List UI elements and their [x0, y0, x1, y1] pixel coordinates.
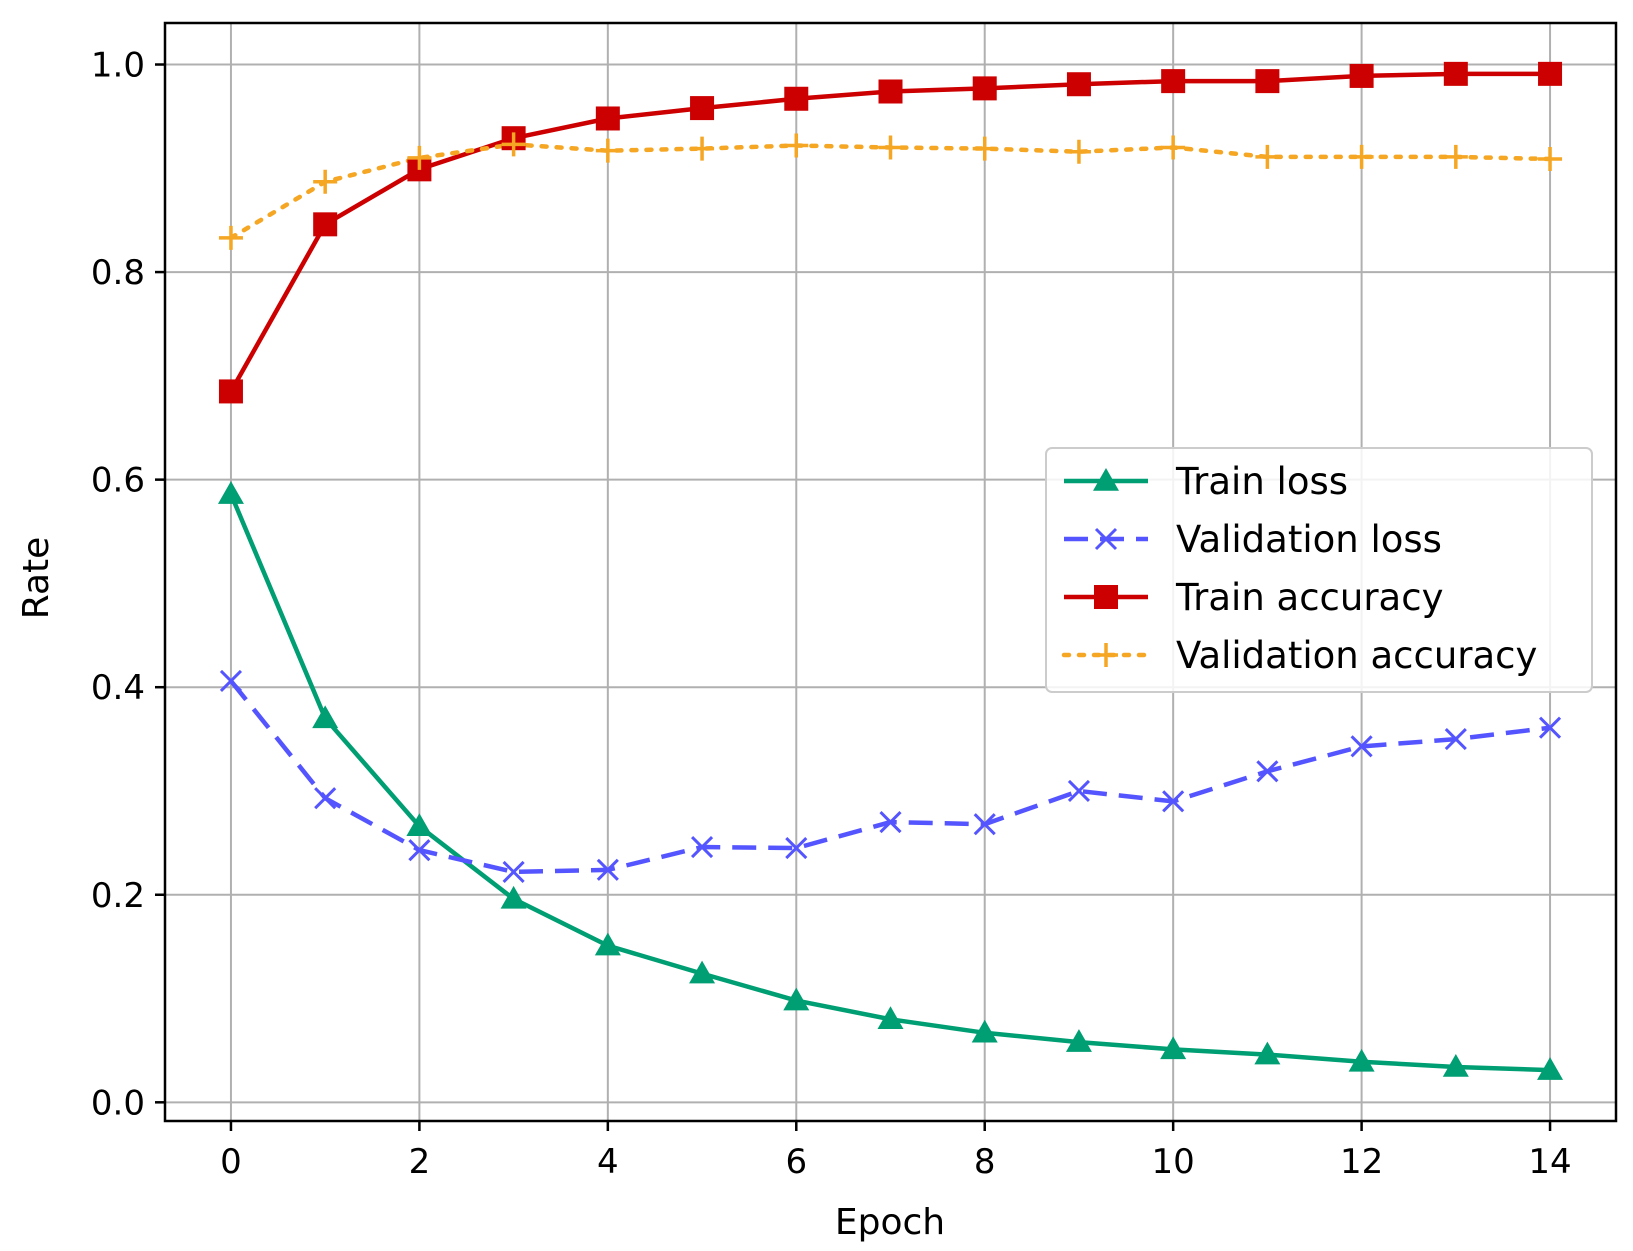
series-markers: [217, 61, 1564, 1080]
x-tick-label: 14: [1528, 1142, 1571, 1182]
train-loss-point: [312, 705, 339, 729]
validation-accuracy-point: [1161, 135, 1186, 160]
legend: Train loss Validation loss Train accuracy V…: [1045, 447, 1593, 693]
y-tick-label: 1.0: [91, 46, 145, 86]
y-tick-label: 0.0: [91, 1083, 145, 1123]
validation-loss-point: [408, 839, 431, 862]
train-loss-point: [1442, 1054, 1469, 1077]
validation-loss-point: [502, 860, 525, 883]
x-tick-label: 0: [220, 1142, 242, 1182]
validation-loss-point: [1162, 790, 1185, 813]
validation-accuracy-point: [1255, 144, 1280, 169]
train-loss-point: [877, 1006, 904, 1030]
train-loss-point: [1537, 1057, 1564, 1080]
train-loss-point: [1254, 1041, 1281, 1065]
validation-accuracy-point: [1538, 146, 1563, 171]
y-tick-label: 0.6: [91, 461, 145, 501]
validation-loss-point: [1350, 735, 1373, 758]
x-tick-label: 8: [974, 1142, 996, 1182]
x-tick-label: 6: [785, 1142, 807, 1182]
validation-loss-point: [219, 669, 243, 693]
train-accuracy-point: [1538, 61, 1563, 86]
validation-loss-point: [314, 787, 337, 810]
legend-marker-train-accuracy: [1094, 585, 1118, 609]
legend-label-train-accuracy: Train accuracy: [1175, 576, 1443, 619]
validation-loss-point: [1256, 760, 1279, 783]
validation-accuracy-point: [218, 225, 243, 250]
train-loss-point: [1160, 1036, 1187, 1060]
y-tick-label: 0.4: [91, 668, 145, 708]
train-loss-point: [783, 987, 810, 1011]
y-axis-label: Rate: [16, 537, 57, 620]
validation-accuracy-point: [313, 169, 338, 194]
train-accuracy-point: [878, 79, 903, 104]
x-tick-label: 10: [1152, 1142, 1195, 1182]
validation-accuracy-point: [1443, 144, 1468, 169]
validation-accuracy-point: [972, 136, 997, 161]
train-accuracy-point: [784, 86, 809, 111]
validation-accuracy-point: [501, 132, 526, 157]
axis-ticks: 0 2 4 6 8 10 12 14 0.0 0.2 0.4 0.6 0.8 1.0: [91, 46, 1572, 1182]
validation-loss-point: [973, 813, 996, 836]
validation-accuracy-point: [407, 145, 432, 170]
train-accuracy-point: [1066, 72, 1091, 97]
train-loss-point: [406, 813, 433, 837]
validation-loss-point: [785, 836, 808, 860]
train-accuracy-point: [690, 96, 715, 121]
legend-label-validation-loss: Validation loss: [1176, 518, 1442, 561]
x-tick-label: 2: [409, 1142, 431, 1182]
y-tick-label: 0.8: [91, 253, 145, 293]
x-tick-label: 4: [597, 1142, 619, 1182]
train-loss-point: [217, 481, 244, 504]
validation-accuracy-point: [1066, 139, 1091, 164]
validation-loss-point: [690, 835, 714, 859]
train-accuracy-point: [595, 106, 620, 131]
legend-label-train-loss: Train loss: [1175, 460, 1348, 503]
validation-loss-point: [1067, 779, 1091, 803]
train-loss-point: [971, 1019, 998, 1043]
train-accuracy-point: [1161, 69, 1186, 94]
validation-accuracy-point: [1349, 144, 1374, 169]
train-loss-point: [1065, 1029, 1092, 1052]
train-loss-point: [689, 960, 716, 984]
legend-box: [1045, 447, 1593, 693]
train-accuracy-point: [1443, 61, 1468, 86]
validation-loss-point: [596, 858, 619, 881]
validation-loss-point: [1538, 716, 1562, 739]
validation-loss-point: [1444, 728, 1467, 751]
train-accuracy-point: [972, 76, 997, 101]
legend-marker-validation-loss: [1094, 527, 1118, 551]
train-loss-point: [500, 885, 527, 909]
legend-label-validation-accuracy: Validation accuracy: [1176, 634, 1537, 677]
legend-marker-train-loss: [1093, 468, 1119, 491]
train-accuracy-point: [1255, 69, 1280, 94]
train-loss-point: [594, 932, 621, 956]
train-accuracy-point: [1349, 63, 1374, 88]
plot-frame: [163, 21, 1618, 1123]
validation-accuracy-point: [690, 136, 715, 161]
x-axis-label: Epoch: [835, 1202, 945, 1243]
validation-accuracy-point: [784, 133, 809, 158]
train-accuracy-point: [218, 379, 243, 404]
validation-accuracy-point: [878, 135, 903, 160]
legend-marker-validation-accuracy: [1094, 643, 1118, 667]
x-tick-label: 12: [1340, 1142, 1383, 1182]
validation-accuracy-point: [595, 138, 620, 163]
validation-loss-point: [879, 811, 902, 834]
train-loss-point: [1348, 1048, 1375, 1072]
y-tick-label: 0.2: [91, 876, 145, 916]
train-accuracy-point: [313, 212, 338, 237]
